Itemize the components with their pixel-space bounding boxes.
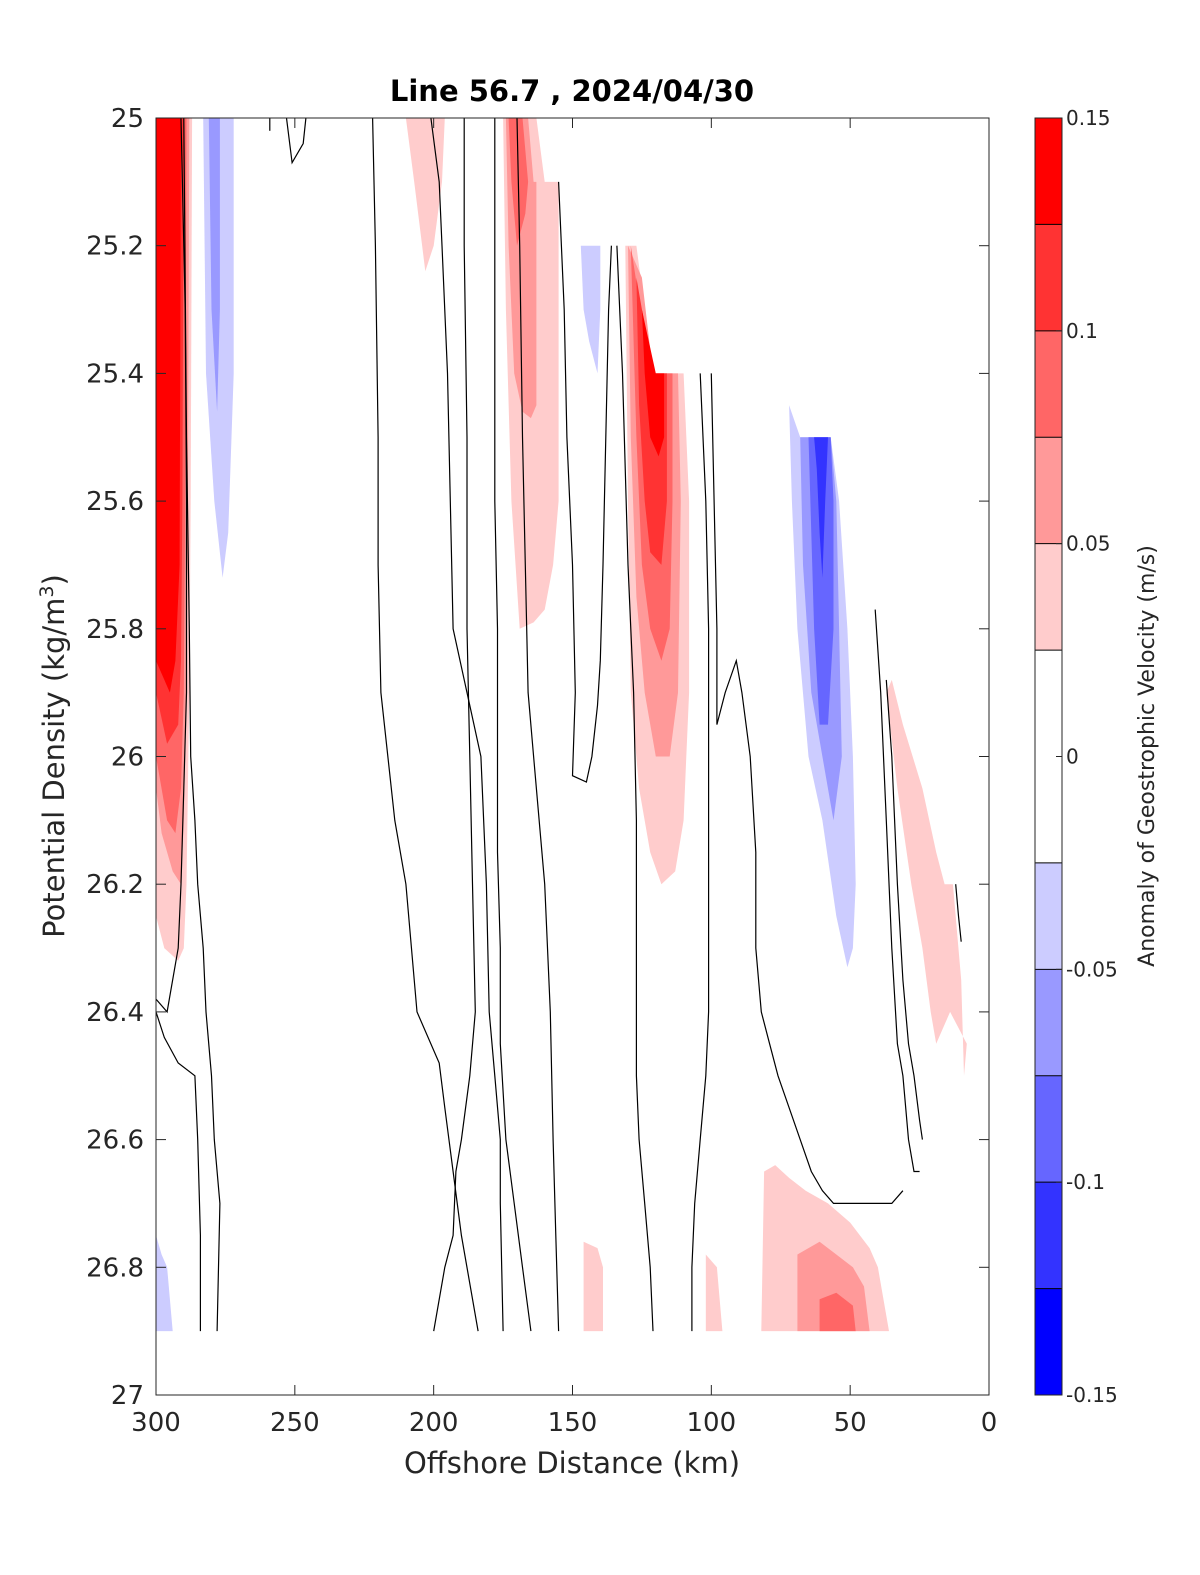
colorbar-tick-label: -0.1 <box>1066 1170 1105 1194</box>
x-axis-label: Offshore Distance (km) <box>404 1446 740 1480</box>
colorbar-ticks: 0.15 0.1 0.05 0 -0.05 -0.1 -0.15 <box>1056 106 1118 1407</box>
colorbar-swatch-8 <box>1035 1075 1062 1183</box>
y-axis-label-main: Potential Density (kg/m <box>37 598 71 938</box>
x-tick-label: 150 <box>548 1408 598 1438</box>
contour-fill-14 <box>580 245 601 374</box>
colorbar-label: Anomaly of Geostrophic Velocity (m/s) <box>1135 545 1160 967</box>
zero-contour-6 <box>430 117 504 1332</box>
colorbar-tick-label: -0.05 <box>1066 957 1118 981</box>
y-tick-label: 25.6 <box>86 487 144 517</box>
contour-fill-9 <box>405 118 445 272</box>
zero-contour-16 <box>955 884 962 942</box>
colorbar-swatch-7 <box>1035 969 1062 1076</box>
zero-contour-14 <box>874 609 920 1173</box>
colorbar-swatch-1 <box>1035 224 1062 331</box>
zero-contour-8 <box>494 118 532 1332</box>
chart-title: Line 56.7 , 2024/04/30 <box>390 74 754 108</box>
y-tick-label: 26 <box>111 743 144 773</box>
zero-contour-0 <box>183 117 221 1332</box>
colorbar-tick-label: 0 <box>1066 745 1079 769</box>
contour-fill-32 <box>705 1254 723 1332</box>
zero-contour-13 <box>710 373 904 1204</box>
colorbar-swatch-9 <box>1035 1182 1062 1289</box>
colorbar-swatch-2 <box>1035 330 1062 438</box>
y-axis-label-end: ) <box>37 574 71 585</box>
zero-contour-1 <box>155 117 188 1014</box>
zero-contour-9 <box>516 117 560 1332</box>
y-axis-ticks: 25 25.2 25.4 25.6 25.8 26 26.2 26.4 26.6 26.8 27 <box>86 104 989 1411</box>
x-tick-label: 100 <box>687 1408 737 1438</box>
contour-fill-27 <box>955 884 964 917</box>
contour-fill-8 <box>333 118 362 489</box>
contour-fill-7 <box>208 118 220 412</box>
x-tick-label: 200 <box>409 1408 459 1438</box>
colorbar-tick-label: 0.15 <box>1066 106 1111 130</box>
zero-contour-5 <box>372 117 479 1332</box>
y-tick-label: 26.6 <box>86 1126 144 1156</box>
colorbar-tick-label: -0.15 <box>1066 1383 1118 1407</box>
x-tick-label: 0 <box>981 1408 998 1438</box>
y-tick-label: 25.4 <box>86 359 144 389</box>
colorbar <box>1034 117 1063 1396</box>
y-tick-label: 25.8 <box>86 615 144 645</box>
contour-fill-30 <box>583 1241 603 1332</box>
y-axis-label-sup: 3 <box>36 585 58 597</box>
colorbar-swatch-3 <box>1035 437 1062 544</box>
zero-contour-2 <box>155 1011 201 1332</box>
colorbar-swatch-4 <box>1035 543 1062 651</box>
contour-fill-24 <box>808 437 834 725</box>
colorbar-tick-label: 0.1 <box>1066 319 1098 343</box>
colorbar-swatch-10 <box>1035 1288 1062 1395</box>
y-tick-label: 25 <box>111 104 144 134</box>
contour-fill-4 <box>156 118 181 693</box>
contour-fill-20 <box>722 373 745 502</box>
zero-contour-lines <box>155 117 962 1332</box>
contour-fill-31 <box>622 1177 667 1332</box>
y-tick-label: 26.4 <box>86 998 144 1028</box>
y-tick-label: 26.2 <box>86 870 144 900</box>
y-tick-label: 26.8 <box>86 1253 144 1283</box>
zero-contour-15 <box>885 679 923 1140</box>
contour-fill-25 <box>814 437 828 578</box>
x-tick-label: 250 <box>270 1408 320 1438</box>
contour-fill-13 <box>566 181 603 585</box>
x-tick-label: 50 <box>834 1408 867 1438</box>
y-tick-label: 25.2 <box>86 232 144 262</box>
zero-contour-7 <box>433 118 476 1332</box>
zero-contour-11 <box>616 245 654 1332</box>
contour-fill-26 <box>886 679 967 1076</box>
y-tick-label: 27 <box>111 1381 144 1411</box>
zero-contour-12 <box>691 373 710 1332</box>
filled-contours <box>156 118 967 1332</box>
zero-contour-10 <box>558 181 612 783</box>
x-axis-ticks: 300 250 200 150 100 50 0 <box>131 118 997 1438</box>
contour-fill-19 <box>641 309 665 457</box>
y-axis-label: Potential Density (kg/m3) <box>36 574 71 938</box>
contour-fill-35 <box>819 1292 856 1332</box>
colorbar-swatch-0 <box>1035 118 1062 225</box>
colorbar-swatch-6 <box>1035 862 1062 970</box>
contour-fill-29 <box>156 1235 173 1332</box>
zero-contour-4 <box>285 117 307 165</box>
colorbar-tick-label: 0.05 <box>1066 532 1111 556</box>
x-tick-label: 300 <box>131 1408 181 1438</box>
